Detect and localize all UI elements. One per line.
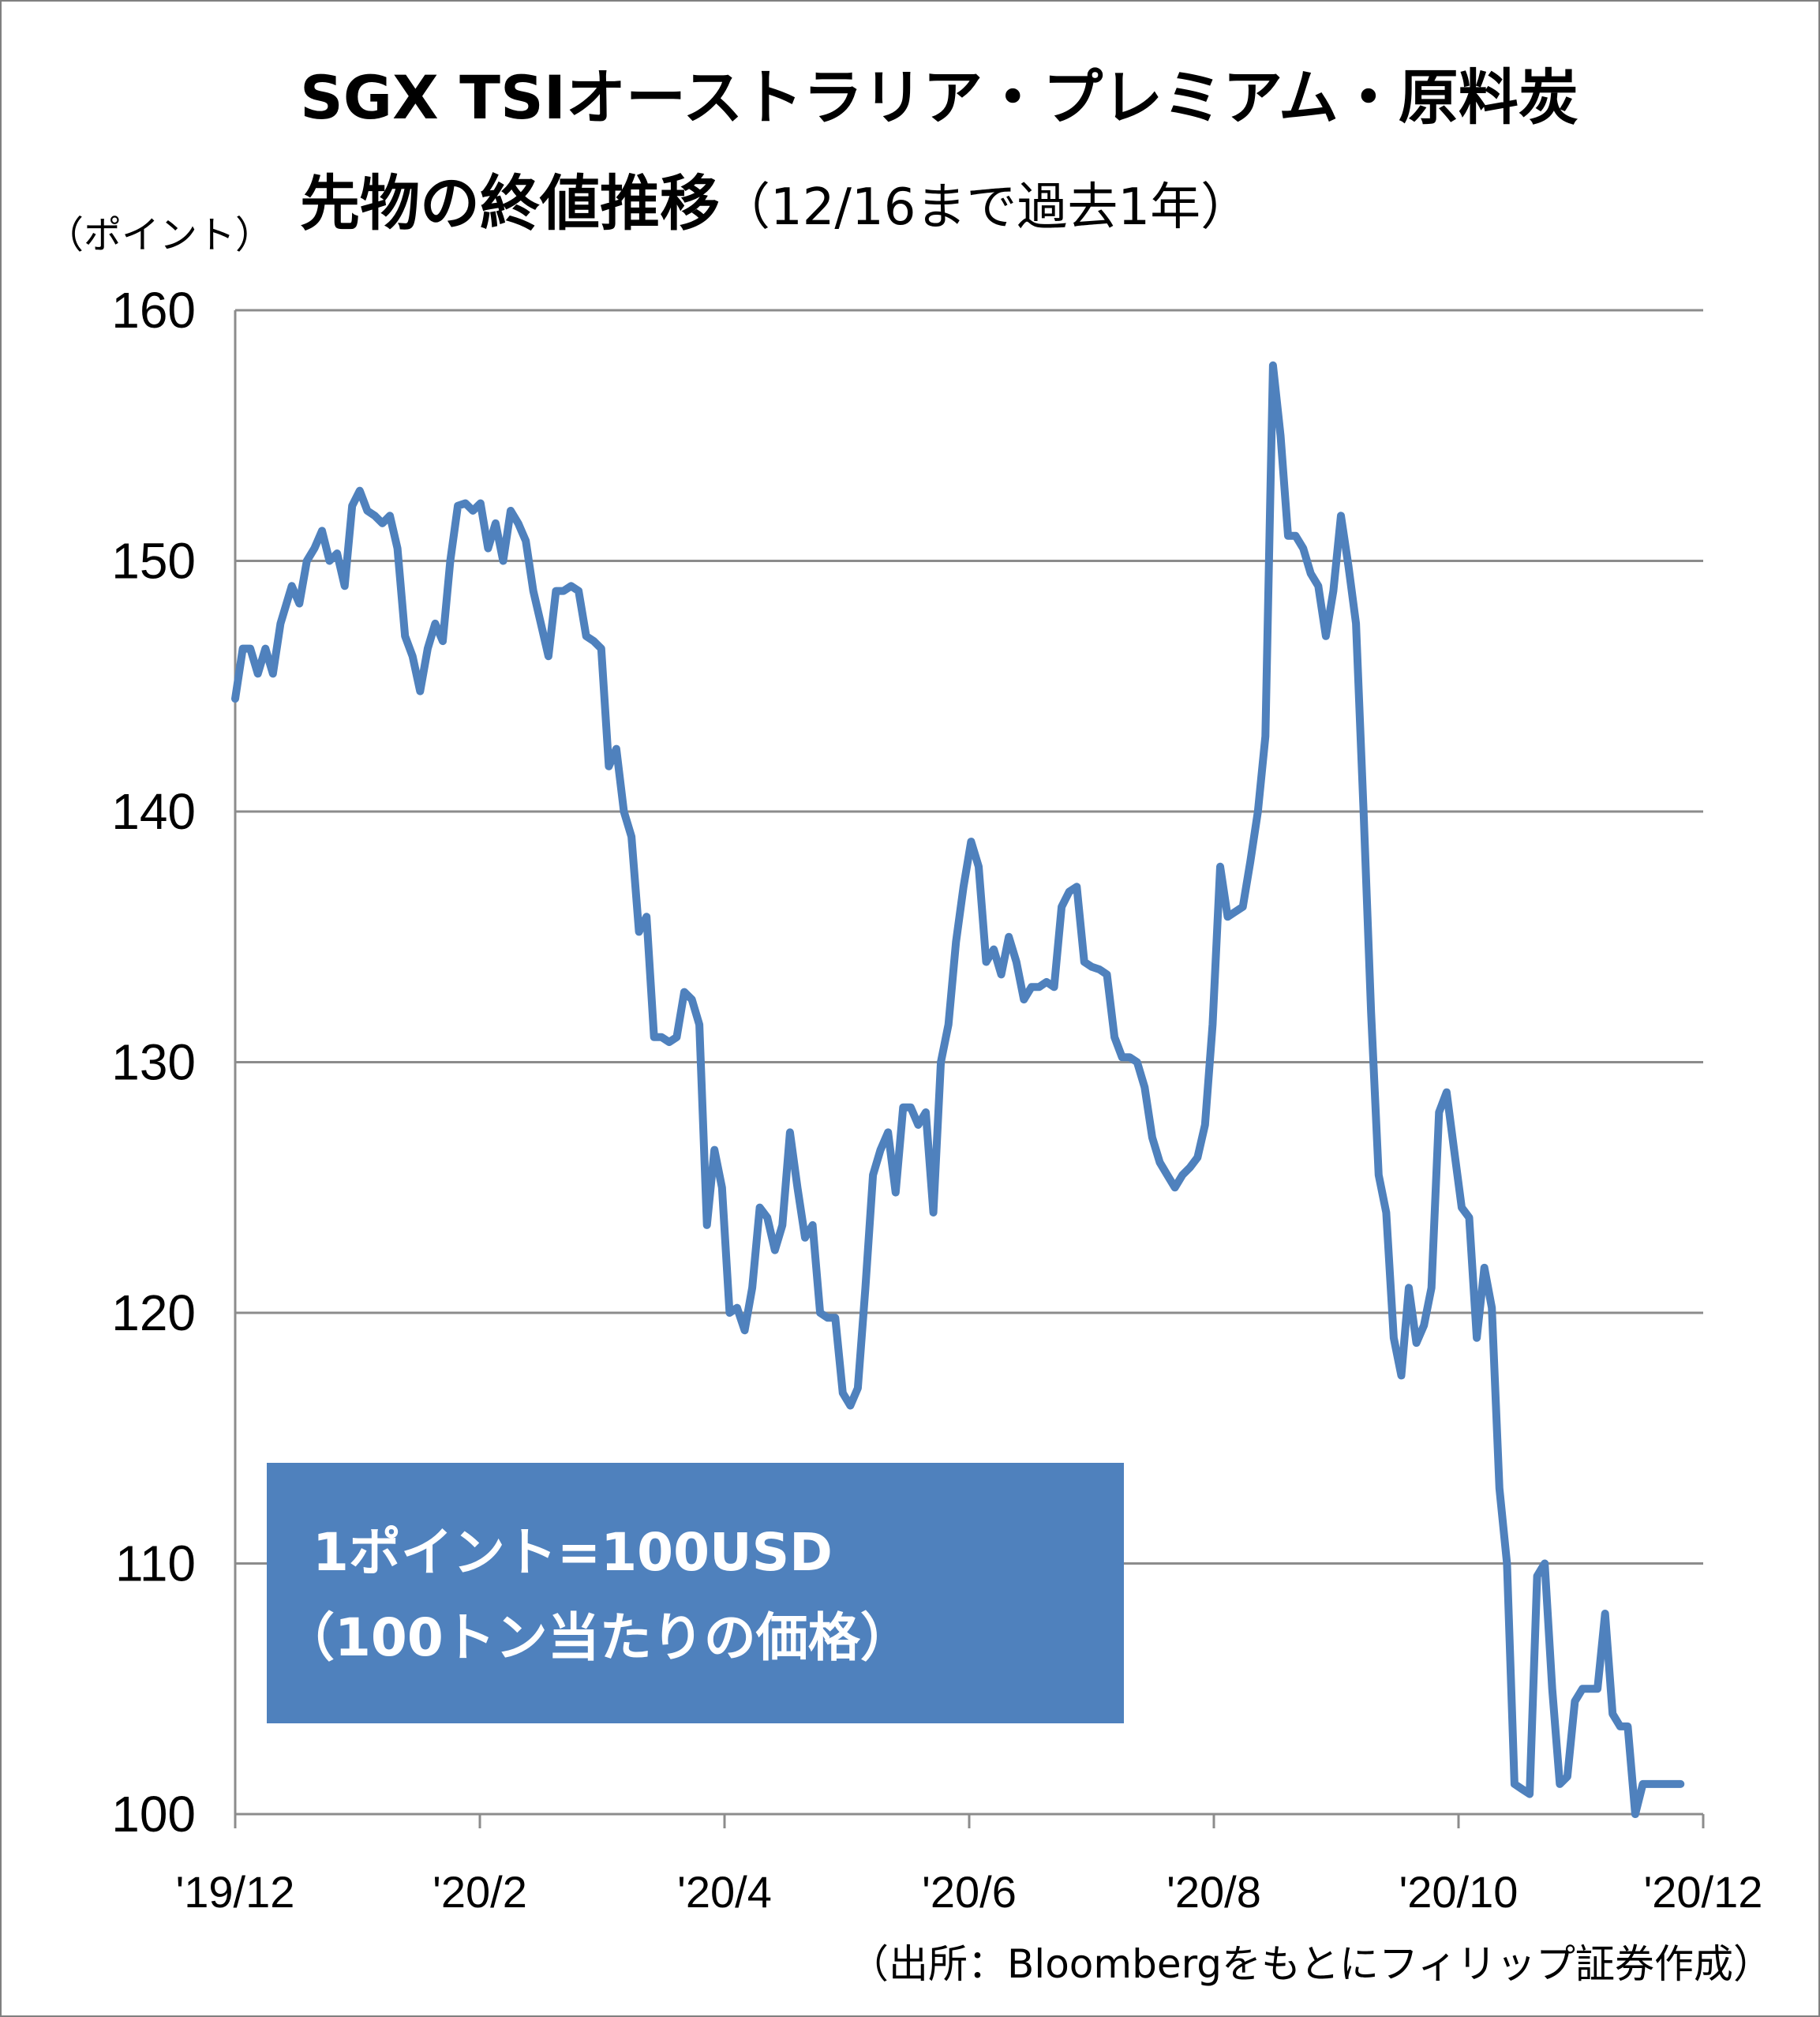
chart-title-subtitle: （12/16まで過去1年） <box>720 178 1252 237</box>
axes <box>234 310 1705 1828</box>
note-box: 1ポイント=100USD （100トン当たりの価格） <box>267 1463 1124 1723</box>
chart-title-line2: 先物の終値推移（12/16まで過去1年） <box>300 155 1251 242</box>
y-tick-label: 110 <box>115 1535 196 1592</box>
chart-title: SGX TSIオーストラリア・プレミアム・原料炭 <box>300 62 1578 133</box>
series-line <box>231 361 1685 1818</box>
y-tick-labels: 160 150 140 130 120 110 100 <box>111 282 196 1843</box>
y-tick-label: 100 <box>111 1786 196 1843</box>
y-axis-unit-label: （ポイント） <box>46 213 274 257</box>
y-tick-label: 160 <box>111 282 196 339</box>
x-tick-label: '20/10 <box>1399 1867 1519 1917</box>
x-tick-label: '20/4 <box>677 1867 772 1917</box>
x-tick-label: '20/2 <box>433 1867 527 1917</box>
y-tick-label: 140 <box>111 783 196 840</box>
chart-title-main: 先物の終値推移 <box>300 168 720 238</box>
note-line-2: （100トン当たりの価格） <box>283 1607 912 1668</box>
y-tick-label: 150 <box>111 533 196 590</box>
x-tick-label: '19/12 <box>176 1867 295 1917</box>
x-tick-label: '20/12 <box>1644 1867 1763 1917</box>
gridlines <box>235 309 1703 1565</box>
x-tick-label: '20/8 <box>1167 1867 1261 1917</box>
y-tick-label: 120 <box>111 1284 196 1341</box>
y-tick-label: 130 <box>111 1034 196 1091</box>
note-line-1: 1ポイント=100USD <box>313 1522 833 1583</box>
x-tick-label: '20/6 <box>922 1867 1017 1917</box>
source-note: （出所：Bloombergをもとにフィリップ証券作成） <box>849 1941 1773 1987</box>
x-tick-labels: '19/12 '20/2 '20/4 '20/6 '20/8 '20/10 '20/12 <box>176 1867 1763 1917</box>
